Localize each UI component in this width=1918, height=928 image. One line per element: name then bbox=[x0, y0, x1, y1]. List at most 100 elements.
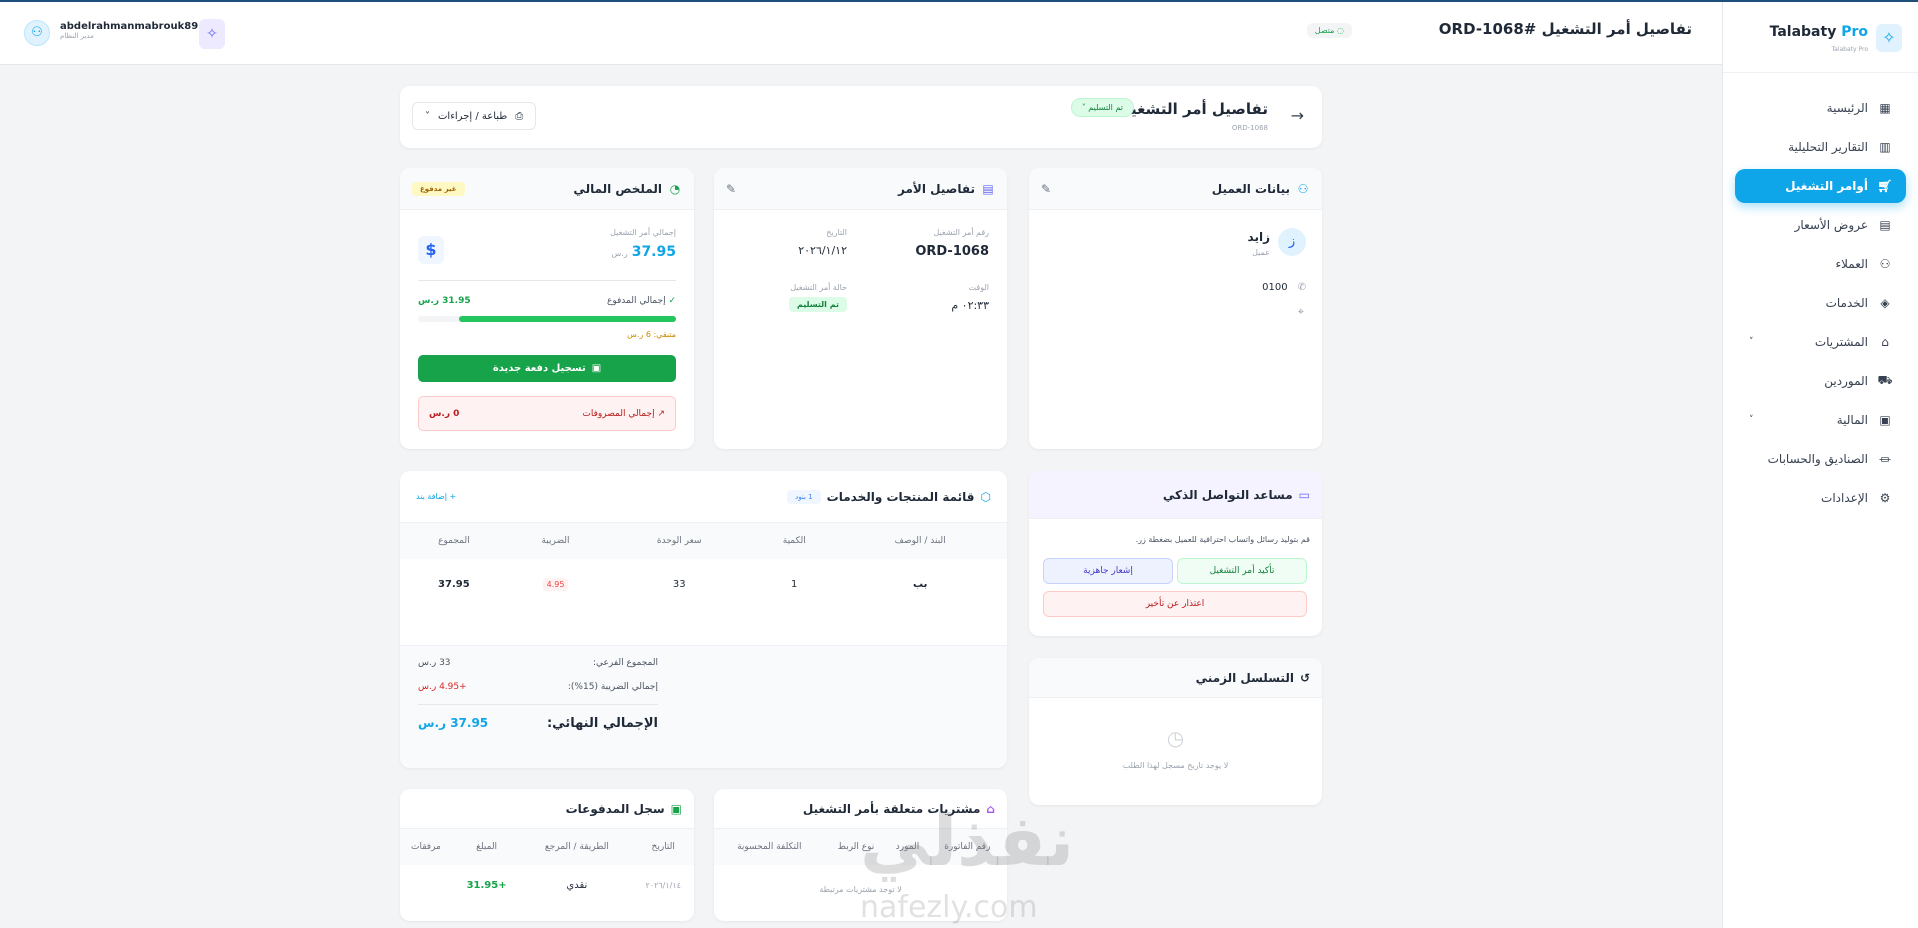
timeline-card: ↺ التسلسل الزمني ◷ لا يوجد تاريخ مسجل لهذ… bbox=[1029, 658, 1322, 805]
user-role: مدير النظام bbox=[60, 32, 94, 40]
record-payment-button[interactable]: ▣ تسجيل دفعة جديدة bbox=[418, 355, 676, 382]
order-number: ORD-1068 bbox=[915, 244, 989, 259]
order-status-label: حالة أمر التشغيل bbox=[790, 283, 847, 292]
sidebar-item-10[interactable]: ⚙ الإعدادات bbox=[1735, 481, 1906, 515]
sidebar-item-label: المشتريات bbox=[1814, 335, 1868, 349]
column-header: الطريقة / المرجع bbox=[521, 829, 633, 865]
box-icon: ⬡ bbox=[980, 489, 991, 504]
customer-card: ⚇ بيانات العميل ✎ ز زايد عميل ✆ 0100 ⌖ bbox=[1029, 168, 1322, 449]
ai-sparkle-button[interactable]: ✧ bbox=[199, 19, 225, 49]
sidebar-item-label: المالية bbox=[1836, 413, 1868, 427]
wallet-icon: ▣ bbox=[670, 801, 682, 816]
payments-title: سجل المدفوعات bbox=[565, 801, 665, 816]
order-details-card: ▤ تفاصيل الأمر ✎ رقم أمر التشغيل ORD-1068 … bbox=[714, 168, 1007, 449]
edit-customer-icon[interactable]: ✎ bbox=[1041, 181, 1052, 196]
print-actions-button[interactable]: ⎙ طباعة / إجراءات ˅ bbox=[412, 102, 537, 130]
watermark-logo: نفذلي bbox=[860, 800, 1075, 882]
top-accent-line bbox=[0, 0, 1918, 2]
column-header: المورد bbox=[887, 829, 928, 865]
gear-icon: ⚙ bbox=[1879, 491, 1891, 505]
column-header: التاريخ bbox=[632, 829, 694, 865]
sidebar-item-2[interactable]: 🛒︎ أوامر التشغيل bbox=[1735, 169, 1906, 203]
sidebar-item-0[interactable]: ▦ الرئيسية bbox=[1735, 91, 1906, 125]
chevron-down-icon: ˅ bbox=[425, 110, 430, 122]
history-icon: ↺ bbox=[1299, 670, 1310, 685]
sidebar-item-label: عروض الأسعار bbox=[1794, 218, 1868, 232]
chevron-down-icon[interactable]: ˅ bbox=[1749, 337, 1754, 347]
table-cell bbox=[400, 865, 452, 905]
sidebar-item-7[interactable]: ⛟ الموردين bbox=[1735, 364, 1906, 398]
customer-role: عميل bbox=[1252, 248, 1270, 257]
remaining-amount: متبقي: 6 ر.س bbox=[627, 330, 676, 339]
sidebar-item-label: أوامر التشغيل bbox=[1785, 179, 1868, 193]
total-label: إجمالي أمر التشغيل bbox=[610, 228, 676, 237]
brand-subtitle: Talabaty Pro bbox=[1831, 46, 1868, 53]
layers-icon: ◈ bbox=[1880, 296, 1890, 310]
sidebar-item-label: الخدمات bbox=[1825, 296, 1868, 310]
sidebar: ✧ Talabaty Pro Talabaty Pro ▦ الرئيسية ▥ ال… bbox=[1722, 2, 1918, 928]
paid-progress-bar bbox=[418, 316, 676, 322]
sidebar-item-label: الموردين bbox=[1824, 374, 1868, 388]
grand-total-label: الإجمالي النهائي: bbox=[546, 716, 658, 731]
ai-assistant-card: ▭ مساعد التواصل الذكي قم بتوليد رسائل وات… bbox=[1029, 471, 1322, 636]
add-item-button[interactable]: + إضافة بند bbox=[416, 492, 457, 501]
grand-total-value: 37.95 ر.س bbox=[418, 716, 489, 730]
user-avatar-icon[interactable]: ⚇ bbox=[24, 20, 50, 46]
brand-name: Talabaty Pro bbox=[1769, 24, 1868, 40]
sidebar-item-8[interactable]: ▣ المالية ˅ bbox=[1735, 403, 1906, 437]
expenses-box: ↗ إجمالي المصروفات 0 ر.س bbox=[418, 396, 676, 431]
sidebar-item-1[interactable]: ▥ التقارير التحليلية bbox=[1735, 130, 1906, 164]
financial-summary-card: ◔ الملخص المالي غير مدفوع إجمالي أمر التشغ… bbox=[400, 168, 694, 449]
ai-description: قم بتوليد رسائل واتساب احترافية للعميل ب… bbox=[1135, 535, 1310, 544]
connection-status-text: متصل bbox=[1314, 26, 1335, 35]
table-row: بب 1 33 4.95 37.95 bbox=[400, 559, 1007, 609]
customer-title: بيانات العميل bbox=[1211, 181, 1290, 196]
table-cell: 37.95 bbox=[438, 578, 470, 590]
user-info[interactable]: abdelrahmanmabrouk89.2 مدير النظام bbox=[60, 21, 209, 40]
chevron-down-icon[interactable]: ˅ bbox=[1749, 415, 1754, 425]
subtotal-label: المجموع الفرعي: bbox=[592, 658, 658, 668]
purchases-empty: لا توجد مشتريات مرتبطة bbox=[819, 885, 902, 894]
total-amount: 37.95 ر.س bbox=[611, 244, 676, 260]
order-id: ORD-1068 bbox=[1231, 124, 1268, 132]
back-arrow-icon[interactable]: → bbox=[1290, 106, 1304, 125]
sidebar-item-9[interactable]: ⏛ الصناديق والحسابات bbox=[1735, 442, 1906, 476]
items-count-badge: 1 بنود bbox=[787, 489, 821, 504]
products-card: ⬡ قائمة المنتجات والخدمات 1 بنود + إضافة … bbox=[400, 471, 1007, 768]
sidebar-item-6[interactable]: ⌂ المشتريات ˅ bbox=[1735, 325, 1906, 359]
status-dropdown[interactable]: تم التسليم ˅ bbox=[1070, 98, 1134, 117]
page-title: تفاصيل أمر التشغيل #ORD-1068 bbox=[1438, 20, 1692, 38]
delay-apology-button[interactable]: اعتذار عن تأخير bbox=[1043, 591, 1307, 617]
dollar-icon: $ bbox=[418, 236, 444, 264]
sidebar-item-3[interactable]: ▤ عروض الأسعار bbox=[1735, 208, 1906, 242]
purchases-title: مشتريات متعلقة بأمر التشغيل bbox=[802, 801, 981, 816]
sidebar-item-label: الإعدادات bbox=[1821, 491, 1868, 505]
table-cell: ٢٠٢٦/١/١٤ bbox=[645, 880, 681, 890]
brand-logo-icon: ✧ bbox=[1876, 24, 1902, 52]
order-date: ٢٠٢٦/١/١٢ bbox=[798, 244, 847, 257]
sidebar-item-5[interactable]: ◈ الخدمات bbox=[1735, 286, 1906, 320]
chat-icon: ▭ bbox=[1298, 487, 1310, 502]
ready-notification-button[interactable]: إشعار جاهزية bbox=[1043, 558, 1173, 584]
order-time-label: الوقت bbox=[968, 283, 989, 292]
column-header: نوع الربط bbox=[824, 829, 888, 865]
products-table: البند / الوصف الكمية سعر الوحدة الضريبة المج… bbox=[400, 523, 1007, 609]
unpaid-badge: غير مدفوع bbox=[412, 181, 465, 196]
ai-title: مساعد التواصل الذكي bbox=[1162, 487, 1293, 502]
pie-chart-icon: ◔ bbox=[669, 181, 681, 196]
column-header: الكمية bbox=[755, 523, 834, 559]
column-header: الضريبة bbox=[507, 523, 604, 559]
confirm-order-message-button[interactable]: تأكيد أمر التشغيل bbox=[1177, 558, 1307, 584]
totals-section: المجموع الفرعي: 33 ر.س إجمالي الضريبة (15… bbox=[400, 645, 1007, 768]
payments-card: ▣ سجل المدفوعات التاريخ الطريقة / المرجع ال… bbox=[400, 789, 694, 921]
sidebar-item-4[interactable]: ⚇ العملاء bbox=[1735, 247, 1906, 281]
brand: ✧ Talabaty Pro Talabaty Pro bbox=[1723, 2, 1918, 73]
order-time: ٠٢:٣٣ م bbox=[951, 299, 989, 312]
timeline-title: التسلسل الزمني bbox=[1195, 670, 1294, 685]
paid-amount: 31.95 ر.س bbox=[418, 296, 471, 306]
edit-order-icon[interactable]: ✎ bbox=[726, 181, 737, 196]
column-header: سعر الوحدة bbox=[603, 523, 756, 559]
table-cell: 4.95 bbox=[508, 559, 604, 609]
top-bar: تفاصيل أمر التشغيل #ORD-1068 ◌ متصل ⚇ ab… bbox=[0, 2, 1722, 65]
table-cell: +31.95 bbox=[466, 879, 507, 891]
